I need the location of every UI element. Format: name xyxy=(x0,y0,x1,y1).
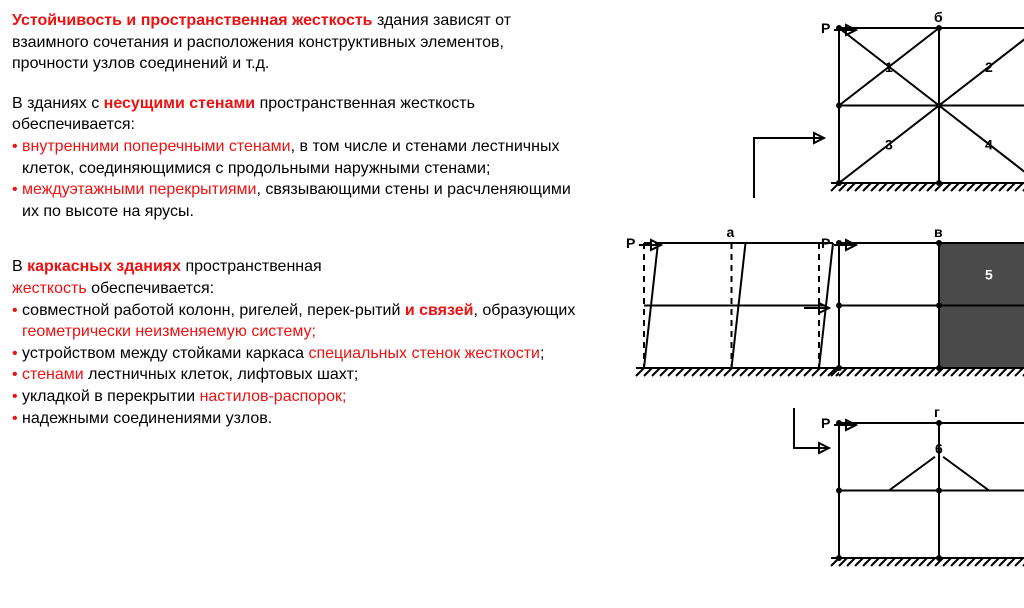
bullet-mark-icon: • xyxy=(12,179,22,222)
bullet-mark-icon: • xyxy=(12,300,22,343)
bullet-c3: • стенами лестничных клеток, лифтовых ша… xyxy=(12,364,582,386)
bullet-c2: • устройством между стойками каркаса спе… xyxy=(12,343,582,365)
b1a: внутренними поперечными стенами xyxy=(22,138,291,155)
bullet-mark-icon: • xyxy=(12,408,22,430)
bullet-mark-icon: • xyxy=(12,386,22,408)
text-column: Устойчивость и пространственная жесткост… xyxy=(12,10,582,429)
bullet-mark-icon: • xyxy=(12,364,22,386)
bullet-2: • междуэтажными перекрытиями, связывающи… xyxy=(12,179,582,222)
c4a: укладкой в перекрытии xyxy=(22,388,200,405)
p2b: несущими стенами xyxy=(104,95,260,112)
p3a: В xyxy=(12,258,27,275)
p3e: обеспечивается: xyxy=(91,280,214,297)
c3a: стенами xyxy=(22,366,88,383)
c2a: устройством между стойками каркаса xyxy=(22,345,308,362)
c1d: геометрически неизменяемую систему; xyxy=(22,323,316,340)
bullet-mark-icon: • xyxy=(12,343,22,365)
bullet-c4: • укладкой в перекрытии настилов-распоро… xyxy=(12,386,582,408)
connector-arrows xyxy=(594,8,1014,568)
c3b: лестничных клеток, лифтовых шахт; xyxy=(88,366,358,383)
bullet-mark-icon: • xyxy=(12,136,22,179)
diagram-area: бP1234 аP вP5 гP6 xyxy=(594,8,1014,568)
c1a: совместной работой колонн, ригелей, пере… xyxy=(22,302,405,319)
intro-bold: Устойчивость и пространственная жесткост… xyxy=(12,12,377,29)
c1c: , образующих xyxy=(474,302,576,319)
para-bearing-walls: В зданиях с несущими стенами пространств… xyxy=(12,93,582,223)
bullet-c5: • надежными соединениями узлов. xyxy=(12,408,582,430)
c4b: настилов-распорок; xyxy=(200,388,347,405)
p3c: пространственная xyxy=(185,258,321,275)
p3d: жесткость xyxy=(12,280,91,297)
p2a: В зданиях с xyxy=(12,95,104,112)
c2c: ; xyxy=(540,345,544,362)
bullet-1: • внутренними поперечными стенами, в том… xyxy=(12,136,582,179)
bullet-c1: • совместной работой колонн, ригелей, пе… xyxy=(12,300,582,343)
c2b: специальных стенок жесткости xyxy=(308,345,540,362)
intro-para: Устойчивость и пространственная жесткост… xyxy=(12,10,582,75)
c1b: и связей xyxy=(405,302,474,319)
c5a: надежными соединениями узлов. xyxy=(22,410,272,427)
b2a: междуэтажными перекрытиями xyxy=(22,181,256,198)
p3b: каркасных зданиях xyxy=(27,258,185,275)
para-frame-buildings: В каркасных зданиях пространственная жес… xyxy=(12,256,582,429)
